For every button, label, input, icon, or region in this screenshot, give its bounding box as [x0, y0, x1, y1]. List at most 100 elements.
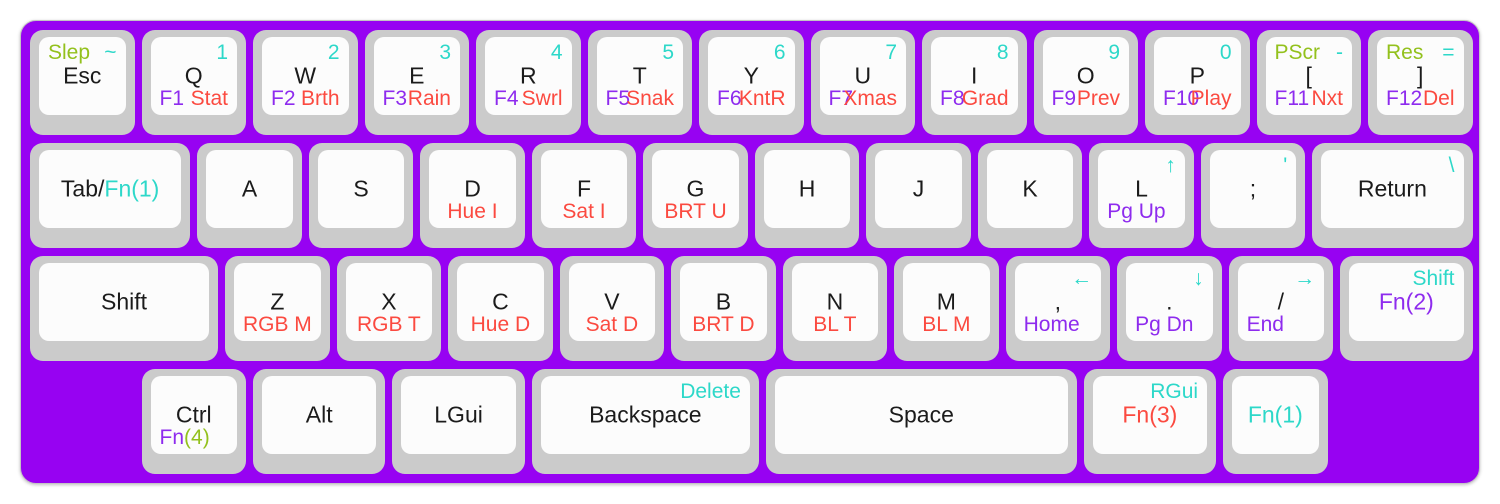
key-fn1-label-c: Fn(1): [1247, 401, 1303, 428]
key-y-label-br: KntR: [738, 87, 786, 110]
key-i-label-c: I: [971, 62, 978, 89]
key-lbracket-label-br: Nxt: [1311, 87, 1344, 110]
key-d-label-bc: Hue I: [447, 200, 498, 223]
key-comma-label-c: ,: [1054, 288, 1062, 315]
key-lshift[interactable]: Shift: [30, 256, 219, 361]
key-m-label-bc: BL M: [922, 313, 971, 336]
key-lgui-label-c: LGui: [434, 401, 483, 428]
key-w-label-tr: 2: [327, 41, 340, 64]
key-p-label-tr: 0: [1219, 41, 1232, 64]
key-l-top: ↑ L Pg Up: [1098, 150, 1185, 228]
key-slash-top: → / End: [1237, 263, 1325, 341]
key-backspace-label-c: Backspace: [589, 401, 702, 428]
key-i-label-br: Grad: [961, 87, 1009, 110]
key-v-label-bc: Sat D: [585, 313, 639, 336]
key-g-label-bc: BRT U: [664, 200, 727, 223]
key-b[interactable]: B BRT D: [671, 256, 776, 361]
key-s[interactable]: S: [308, 143, 414, 248]
key-j-label-c: J: [912, 175, 925, 202]
key-p[interactable]: 0 P F10 Play: [1145, 30, 1250, 135]
key-x-label-c: X: [381, 288, 397, 315]
key-o[interactable]: 9 O F9 Prev: [1033, 30, 1138, 135]
key-r[interactable]: 4 R F4 Swrl: [476, 30, 581, 135]
key-period[interactable]: ↓. Pg Dn: [1117, 256, 1222, 361]
key-t[interactable]: 5 T F5 Snak: [587, 30, 692, 135]
key-t-label-bl: F5: [605, 87, 631, 110]
key-q-label-tr: 1: [216, 41, 228, 64]
key-lbracket-top: PScr - [F11 Nxt: [1265, 37, 1352, 115]
key-comma[interactable]: ←, Home: [1005, 256, 1111, 361]
key-n[interactable]: N BL T: [782, 256, 888, 361]
key-q[interactable]: 1 Q F1 Stat: [141, 30, 246, 135]
key-semicolon[interactable]: ';: [1200, 143, 1306, 248]
key-d[interactable]: D Hue I: [420, 143, 525, 248]
key-q-top: 1 Q F1 Stat: [150, 37, 237, 115]
key-c[interactable]: C Hue D: [448, 256, 553, 361]
key-p-top: 0 P F10 Play: [1154, 37, 1241, 115]
key-esc-label-tl: Slep: [48, 41, 91, 64]
key-backspace[interactable]: Delete Backspace: [531, 369, 759, 474]
key-y-label-bl: F6: [717, 87, 742, 110]
key-space[interactable]: Space: [765, 369, 1077, 474]
key-w[interactable]: 2 W F2 Brth: [253, 30, 358, 135]
key-lgui[interactable]: LGui: [392, 369, 525, 474]
key-rshift[interactable]: Shift Fn(2): [1340, 256, 1473, 361]
key-u[interactable]: 7 U F7 Xmas: [810, 30, 915, 135]
key-l-label-c: L: [1135, 175, 1148, 202]
key-v[interactable]: V Sat D: [559, 256, 665, 361]
key-fn1-top: Fn(1): [1232, 376, 1319, 454]
key-e-label-bl: F3: [382, 87, 408, 110]
key-m[interactable]: M BL M: [894, 256, 999, 361]
key-alt[interactable]: Alt: [253, 369, 386, 474]
key-j[interactable]: J: [866, 143, 971, 248]
key-rshift-label-tr: Shift: [1412, 267, 1455, 290]
key-z[interactable]: Z RGB M: [225, 256, 330, 361]
key-tab-label-c-part1: Fn(1): [104, 175, 160, 202]
key-x-label-bc: RGB T: [356, 313, 421, 336]
key-e-label-br: Rain: [407, 87, 451, 110]
key-u-top: 7 U F7 Xmas: [819, 37, 906, 115]
key-a[interactable]: A: [197, 143, 302, 248]
key-z-top: Z RGB M: [234, 263, 321, 341]
key-semicolon-label-c: ;: [1249, 175, 1257, 202]
key-p-label-br: Play: [1190, 87, 1232, 110]
key-period-top: ↓. Pg Dn: [1126, 263, 1213, 341]
key-slash[interactable]: → / End: [1228, 256, 1334, 361]
key-b-top: B BRT D: [680, 263, 767, 341]
key-comma-label-bl: Home: [1023, 313, 1080, 336]
key-period-label-c: .: [1166, 288, 1173, 315]
key-g-label-c: G: [686, 175, 705, 202]
key-return[interactable]: \ Return: [1312, 143, 1473, 248]
key-esc[interactable]: Slep ~ Esc: [30, 30, 135, 135]
key-q-label-c: Q: [184, 62, 203, 89]
key-x-top: X RGB T: [345, 263, 433, 341]
key-comma-top: ←, Home: [1014, 263, 1102, 341]
key-y-label-tr: 6: [773, 41, 786, 64]
key-ctrl-label-bl-part1: (4): [184, 426, 210, 449]
key-d-top: D Hue I: [429, 150, 516, 228]
key-tab[interactable]: Tab/Fn(1): [30, 143, 191, 248]
key-y-top: 6 Y F6 KntR: [708, 37, 795, 115]
key-l[interactable]: ↑ L Pg Up: [1089, 143, 1194, 248]
key-x[interactable]: X RGB T: [336, 256, 442, 361]
key-i[interactable]: 8 I F8 Grad: [922, 30, 1027, 135]
key-fn1[interactable]: Fn(1): [1223, 369, 1328, 474]
key-e[interactable]: 3 E F3 Rain: [364, 30, 469, 135]
key-q-label-br: Stat: [190, 87, 228, 110]
key-y[interactable]: 6 Y F6 KntR: [699, 30, 804, 135]
key-k[interactable]: K: [977, 143, 1083, 248]
key-fn3[interactable]: RGui Fn(3): [1083, 369, 1217, 474]
key-f[interactable]: F Sat I: [531, 143, 637, 248]
key-e-label-tr: 3: [439, 41, 451, 64]
key-tab-label-c: Tab/Fn(1): [43, 175, 177, 202]
key-a-top: A: [206, 150, 293, 228]
key-return-label-c: Return: [1357, 175, 1427, 202]
key-g[interactable]: G BRT U: [643, 143, 748, 248]
key-h[interactable]: H: [754, 143, 860, 248]
key-alt-label-c: Alt: [305, 401, 333, 428]
key-r-label-c: R: [519, 62, 537, 89]
key-esc-top: Slep ~ Esc: [39, 37, 126, 115]
key-rbracket[interactable]: Res =] F12 Del: [1368, 30, 1473, 135]
key-ctrl[interactable]: Ctrl Fn(4): [141, 369, 246, 474]
key-lbracket[interactable]: PScr - [F11 Nxt: [1256, 30, 1361, 135]
